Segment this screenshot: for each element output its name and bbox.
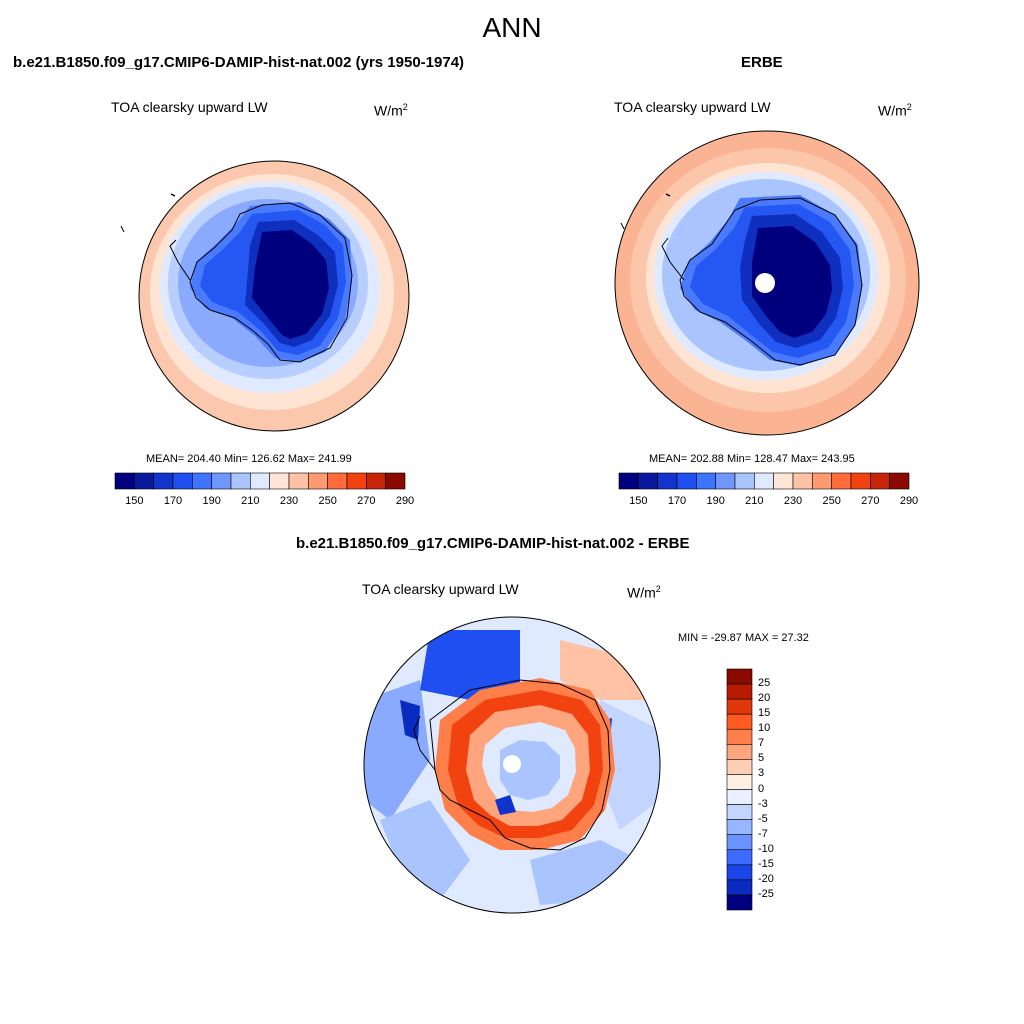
panel3-minmax: MIN = -29.87 MAX = 27.32 (678, 632, 809, 644)
colorbar-tick-label: 190 (706, 495, 725, 507)
colorbar-tick-label: 270 (861, 495, 880, 507)
colorbar-tick-label: -20 (758, 872, 774, 885)
colorbar-1-swatches (114, 472, 406, 490)
colorbar-tick-label: 20 (758, 692, 771, 705)
colorbar-tick-label: 250 (318, 495, 337, 507)
colorbar-tick-label: 0 (758, 782, 765, 795)
colorbar-tick-label: -3 (758, 797, 768, 810)
colorbar-tick-label: 230 (783, 495, 803, 507)
colorbar-tick-label: 5 (758, 752, 765, 765)
colorbar-swatch (726, 819, 753, 835)
colorbar-tick-label: -5 (758, 812, 768, 825)
panel3-units: W/m2 (627, 584, 661, 601)
colorbar-swatch (726, 804, 753, 820)
panel3-title: b.e21.B1850.f09_g17.CMIP6-DAMIP-hist-nat… (296, 535, 690, 552)
colorbar-tick-label: 230 (279, 495, 299, 507)
panel2-variable: TOA clearsky upward LW (614, 99, 771, 115)
colorbar-swatch (726, 849, 753, 866)
colorbar-swatch (726, 744, 753, 760)
colorbar-tick-label: 190 (202, 495, 221, 507)
colorbar-tick-label: 170 (667, 495, 687, 507)
colorbar-tick-label: 290 (899, 495, 919, 507)
colorbar-tick-label: 25 (758, 677, 771, 690)
colorbar-tick-label: -15 (758, 857, 774, 870)
colorbar-2-swatches (618, 472, 910, 490)
colorbar-tick-label: 7 (758, 737, 765, 750)
colorbar-swatch (726, 774, 753, 790)
colorbar-swatch (726, 879, 753, 896)
colorbar-tick-label: 10 (758, 722, 771, 735)
panel1-units: W/m2 (374, 102, 408, 119)
colorbar-tick-label: -7 (758, 827, 768, 840)
panel1-stats: MEAN= 204.40 Min= 126.62 Max= 241.99 (146, 453, 352, 465)
colorbar-tick-label: 270 (357, 495, 376, 507)
colorbar-3-swatches (726, 668, 753, 911)
colorbar-tick-label: -25 (758, 887, 774, 900)
colorbar-tick-label: 250 (822, 495, 841, 507)
main-title: ANN (482, 12, 542, 43)
colorbar-tick-label: 15 (758, 707, 771, 720)
colorbar-swatch (726, 894, 753, 911)
colorbar-tick-label: 210 (241, 495, 260, 507)
colorbar-tick-label: 290 (395, 495, 415, 507)
colorbar-swatch (385, 472, 406, 490)
colorbar-swatch (726, 834, 753, 851)
colorbar-swatch (726, 759, 753, 775)
panel2-title: ERBE (741, 54, 783, 71)
colorbar-tick-label: 150 (629, 495, 648, 507)
colorbar-tick-label: 150 (125, 495, 144, 507)
panel3-variable: TOA clearsky upward LW (362, 581, 519, 597)
colorbar-tick-label: 210 (745, 495, 764, 507)
colorbar-swatch (726, 698, 753, 715)
colorbar-swatch (726, 864, 753, 881)
colorbar-swatch (889, 472, 910, 490)
colorbar-tick-label: 3 (758, 767, 765, 780)
colorbar-swatch (726, 668, 753, 685)
panel1-variable: TOA clearsky upward LW (111, 99, 268, 115)
panel2-stats: MEAN= 202.88 Min= 128.47 Max= 243.95 (649, 453, 855, 465)
panel2-units: W/m2 (878, 102, 912, 119)
colorbar-tick-label: -10 (758, 842, 774, 855)
colorbar-swatch (726, 683, 753, 700)
colorbar-swatch (726, 728, 753, 745)
colorbar-swatch (726, 713, 753, 730)
colorbar-tick-label: 170 (163, 495, 183, 507)
colorbar-swatch (726, 789, 753, 805)
panel1-title: b.e21.B1850.f09_g17.CMIP6-DAMIP-hist-nat… (13, 54, 465, 71)
